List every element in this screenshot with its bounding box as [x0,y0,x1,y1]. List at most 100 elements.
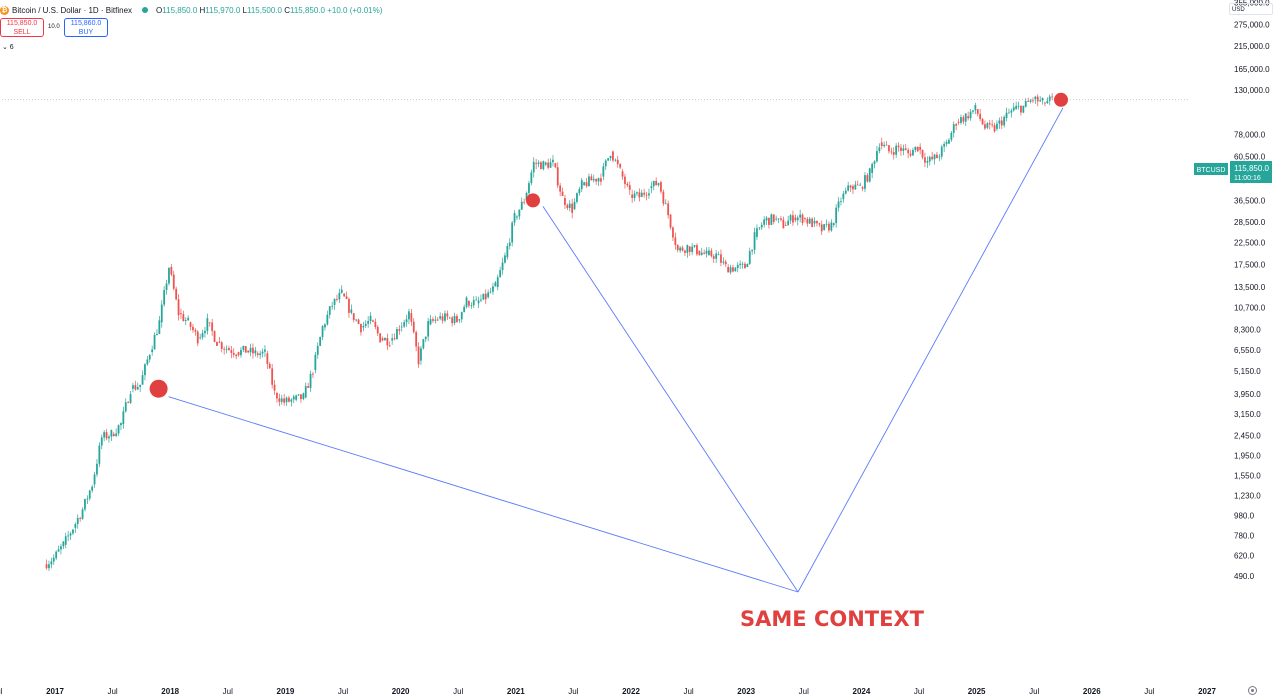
candle-body [1005,112,1008,119]
candle-body [192,326,194,331]
price-tick-label: 1,550.0 [1234,472,1261,481]
candle-body [724,261,727,265]
candle-body [566,204,569,209]
candle-body [844,190,847,194]
candle-body [636,192,638,194]
candle-body [852,186,854,190]
candle-body [1015,105,1018,110]
candle-body [720,254,722,263]
candle-body [957,121,960,123]
candle-body [381,338,384,341]
candle-body [304,386,307,398]
candle-body [460,312,463,320]
candle-body [139,384,142,388]
candle-body [609,155,612,159]
symbol-title[interactable]: Bitcoin / U.S. Dollar · 1D · Bitfinex [12,5,133,15]
candle-body [806,219,809,224]
candle-body [132,385,134,389]
candle-body [225,348,228,350]
candle-body [403,322,406,327]
sell-button[interactable]: 115,850.0 SELL [0,18,44,37]
time-tick-label: 2021 [507,687,525,696]
candle-body [76,518,79,525]
candle-body [729,267,732,273]
candle-body [355,319,358,321]
candle-body [369,315,372,321]
candle-body [996,123,998,129]
candle-body [657,183,660,186]
candle-body [338,292,341,300]
candle-body [748,251,751,264]
candle-body [520,201,523,210]
candle-body [811,218,814,228]
candle-body [55,551,58,559]
candle-body [201,333,204,338]
candle-body [117,425,120,434]
candle-body [316,345,319,355]
candle-body [962,117,965,122]
candle-body [823,224,826,230]
indicators-collapse-button[interactable]: ⌄ 6 [2,44,14,51]
candle-body [540,162,542,170]
candle-body [364,323,367,326]
candle-body [489,291,492,293]
candle-body [715,253,718,259]
candle-body [648,193,650,196]
candle-body [194,330,197,332]
bitcoin-icon: ₿ [0,5,9,15]
candle-body [739,263,742,265]
candle-body [700,252,703,255]
candle-body [974,105,977,111]
candle-body [204,330,206,334]
candle-body [165,283,168,291]
candle-body [105,432,108,439]
candle-body [820,224,823,232]
candle-body [177,299,180,316]
candle-body [945,141,948,144]
candle-body [744,263,746,269]
candle-body [763,219,766,225]
price-axis[interactable]: 575,000.0455,000.0355,000.0275,000.0215,… [1234,0,1270,581]
candle-body [415,332,418,347]
time-tick-label: Jul [223,687,233,696]
time-axis[interactable]: Jul 2017 Jul 2018 Jul 2019 Jul 2020 Jul 2021 Jul 20… [0,687,1216,696]
candle-body [756,228,758,237]
candle-body [475,299,478,301]
candle-body [703,252,706,254]
time-tick-label: 2017 [46,687,64,696]
candle-body [175,288,178,300]
candle-body [391,338,394,341]
candle-body [1046,100,1049,104]
candle-body [360,323,362,333]
buy-button[interactable]: 115,860.0 BUY [64,18,108,37]
candle-body [393,338,396,340]
candle-body [681,247,684,251]
candle-body [691,246,694,252]
candle-body [50,561,53,565]
candle-body [708,250,710,256]
candle-body [938,156,941,158]
candle-body [420,348,422,361]
time-tick-label: Jul [107,687,117,696]
candle-body [93,474,96,485]
current-price-value: 115,850.0 [1234,164,1270,173]
currency-selector[interactable]: USD [1229,3,1273,15]
candle-body [967,116,970,119]
price-tick-label: 780.0 [1234,531,1255,540]
candle-body [979,113,982,120]
event-marker [526,193,540,208]
bar-countdown: 11:00:16 [1234,175,1261,182]
time-tick-label: 2018 [161,687,179,696]
gear-icon[interactable] [1248,686,1257,695]
candle-body [463,306,466,313]
candle-body [1020,105,1022,113]
candle-body [396,329,398,340]
candle-body [206,318,209,331]
price-tick-label: 2,450.0 [1234,432,1261,441]
candle-body [662,191,665,204]
price-tick-label: 165,000.0 [1234,65,1270,74]
candle-body [470,305,473,307]
candle-body [948,139,950,144]
candle-body [988,123,991,125]
